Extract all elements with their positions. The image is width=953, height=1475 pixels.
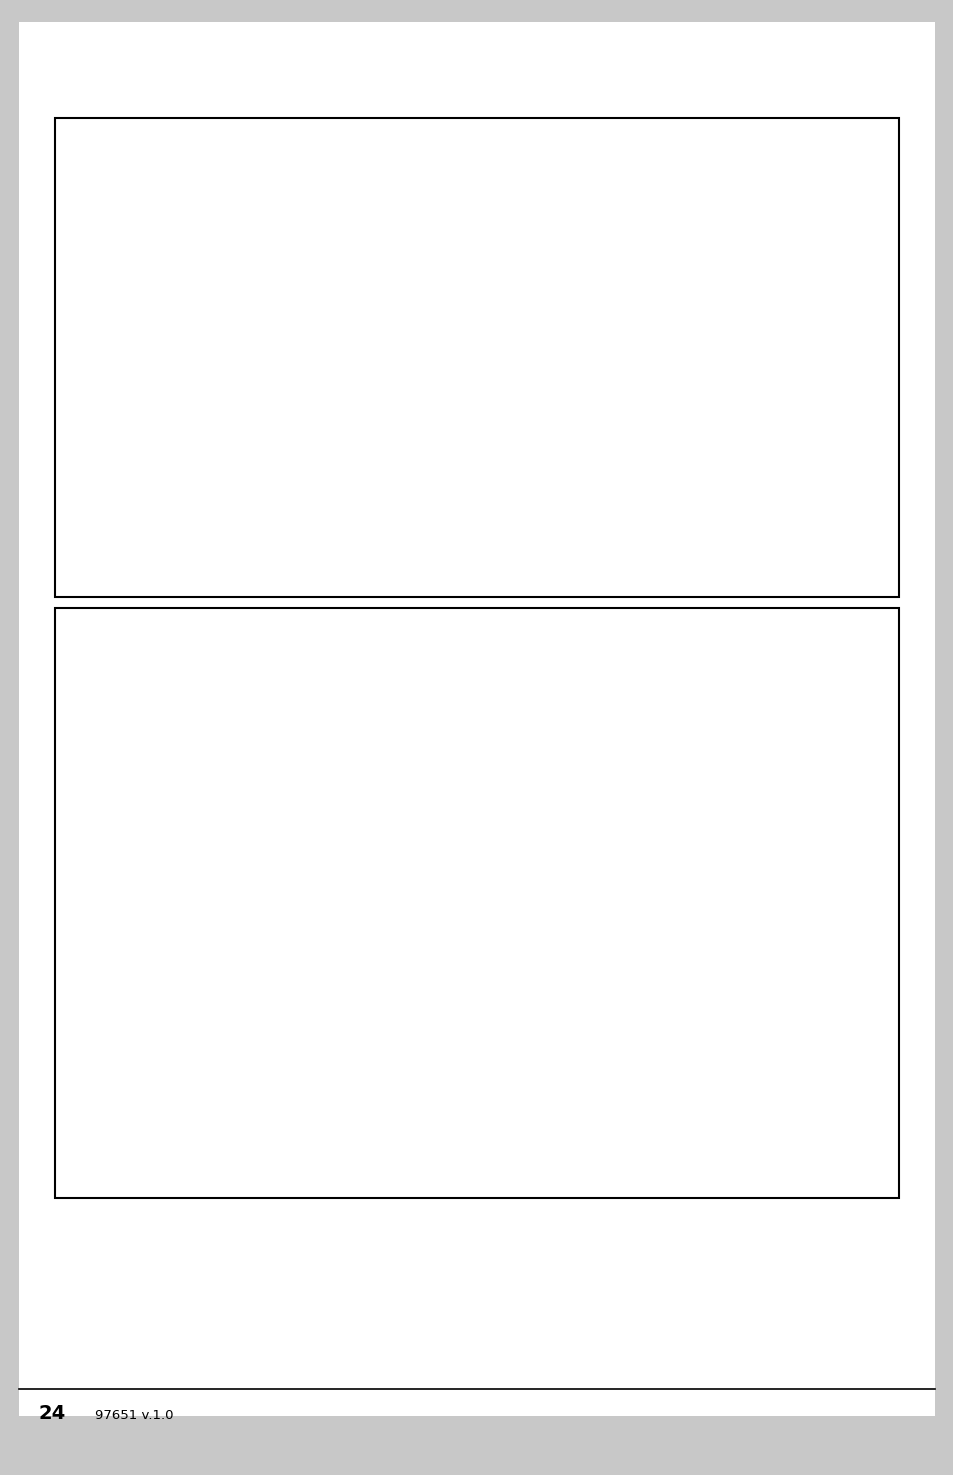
X-axis label: EGT, DEG. F: EGT, DEG. F [452, 1155, 538, 1168]
Text: 24: 24 [38, 1404, 66, 1423]
Title: DEFAULT EGT-BASED CONTROL POINTS - STRAIGHTSHOT SYSTEMS: DEFAULT EGT-BASED CONTROL POINTS - STRAI… [264, 142, 757, 155]
Text: EGT1 - 1350 F
EDC1 - 30%: EGT1 - 1350 F EDC1 - 30% [218, 367, 305, 389]
Y-axis label: PUMP DUTY CYCLE, %: PUMP DUTY CYCLE, % [99, 276, 112, 420]
Title: DEFAULT EGT-BASED CONTROL POINTS - DOUBLESHOT SYSTEMS: DEFAULT EGT-BASED CONTROL POINTS - DOUBL… [256, 662, 735, 674]
Text: EGT1 - 1350 F
EDC1 - 30%: EGT1 - 1350 F EDC1 - 30% [208, 931, 294, 953]
Legend: STAGE 1, STAGE 2: STAGE 1, STAGE 2 [727, 1022, 845, 1080]
Text: EGT3 - 1450 F
EDC3 - 50%: EGT3 - 1450 F EDC3 - 50% [562, 940, 648, 962]
Text: EGT4- 1500 F
EDC4 - 100%: EGT4- 1500 F EDC4 - 100% [710, 711, 793, 733]
Y-axis label: PUMP DUTY CYCLE, %: PUMP DUTY CYCLE, % [91, 833, 104, 978]
Text: 97651 v.1.0: 97651 v.1.0 [95, 1409, 173, 1422]
X-axis label: EGT, DEG. F: EGT, DEG. F [467, 560, 554, 572]
Text: EGT2 - 1450 F
EDC2 - 80%: EGT2 - 1450 F EDC2 - 80% [402, 184, 489, 205]
Text: EGT2- 1450 F
EDC2 - 80%: EGT2- 1450 F EDC2 - 80% [391, 711, 474, 733]
